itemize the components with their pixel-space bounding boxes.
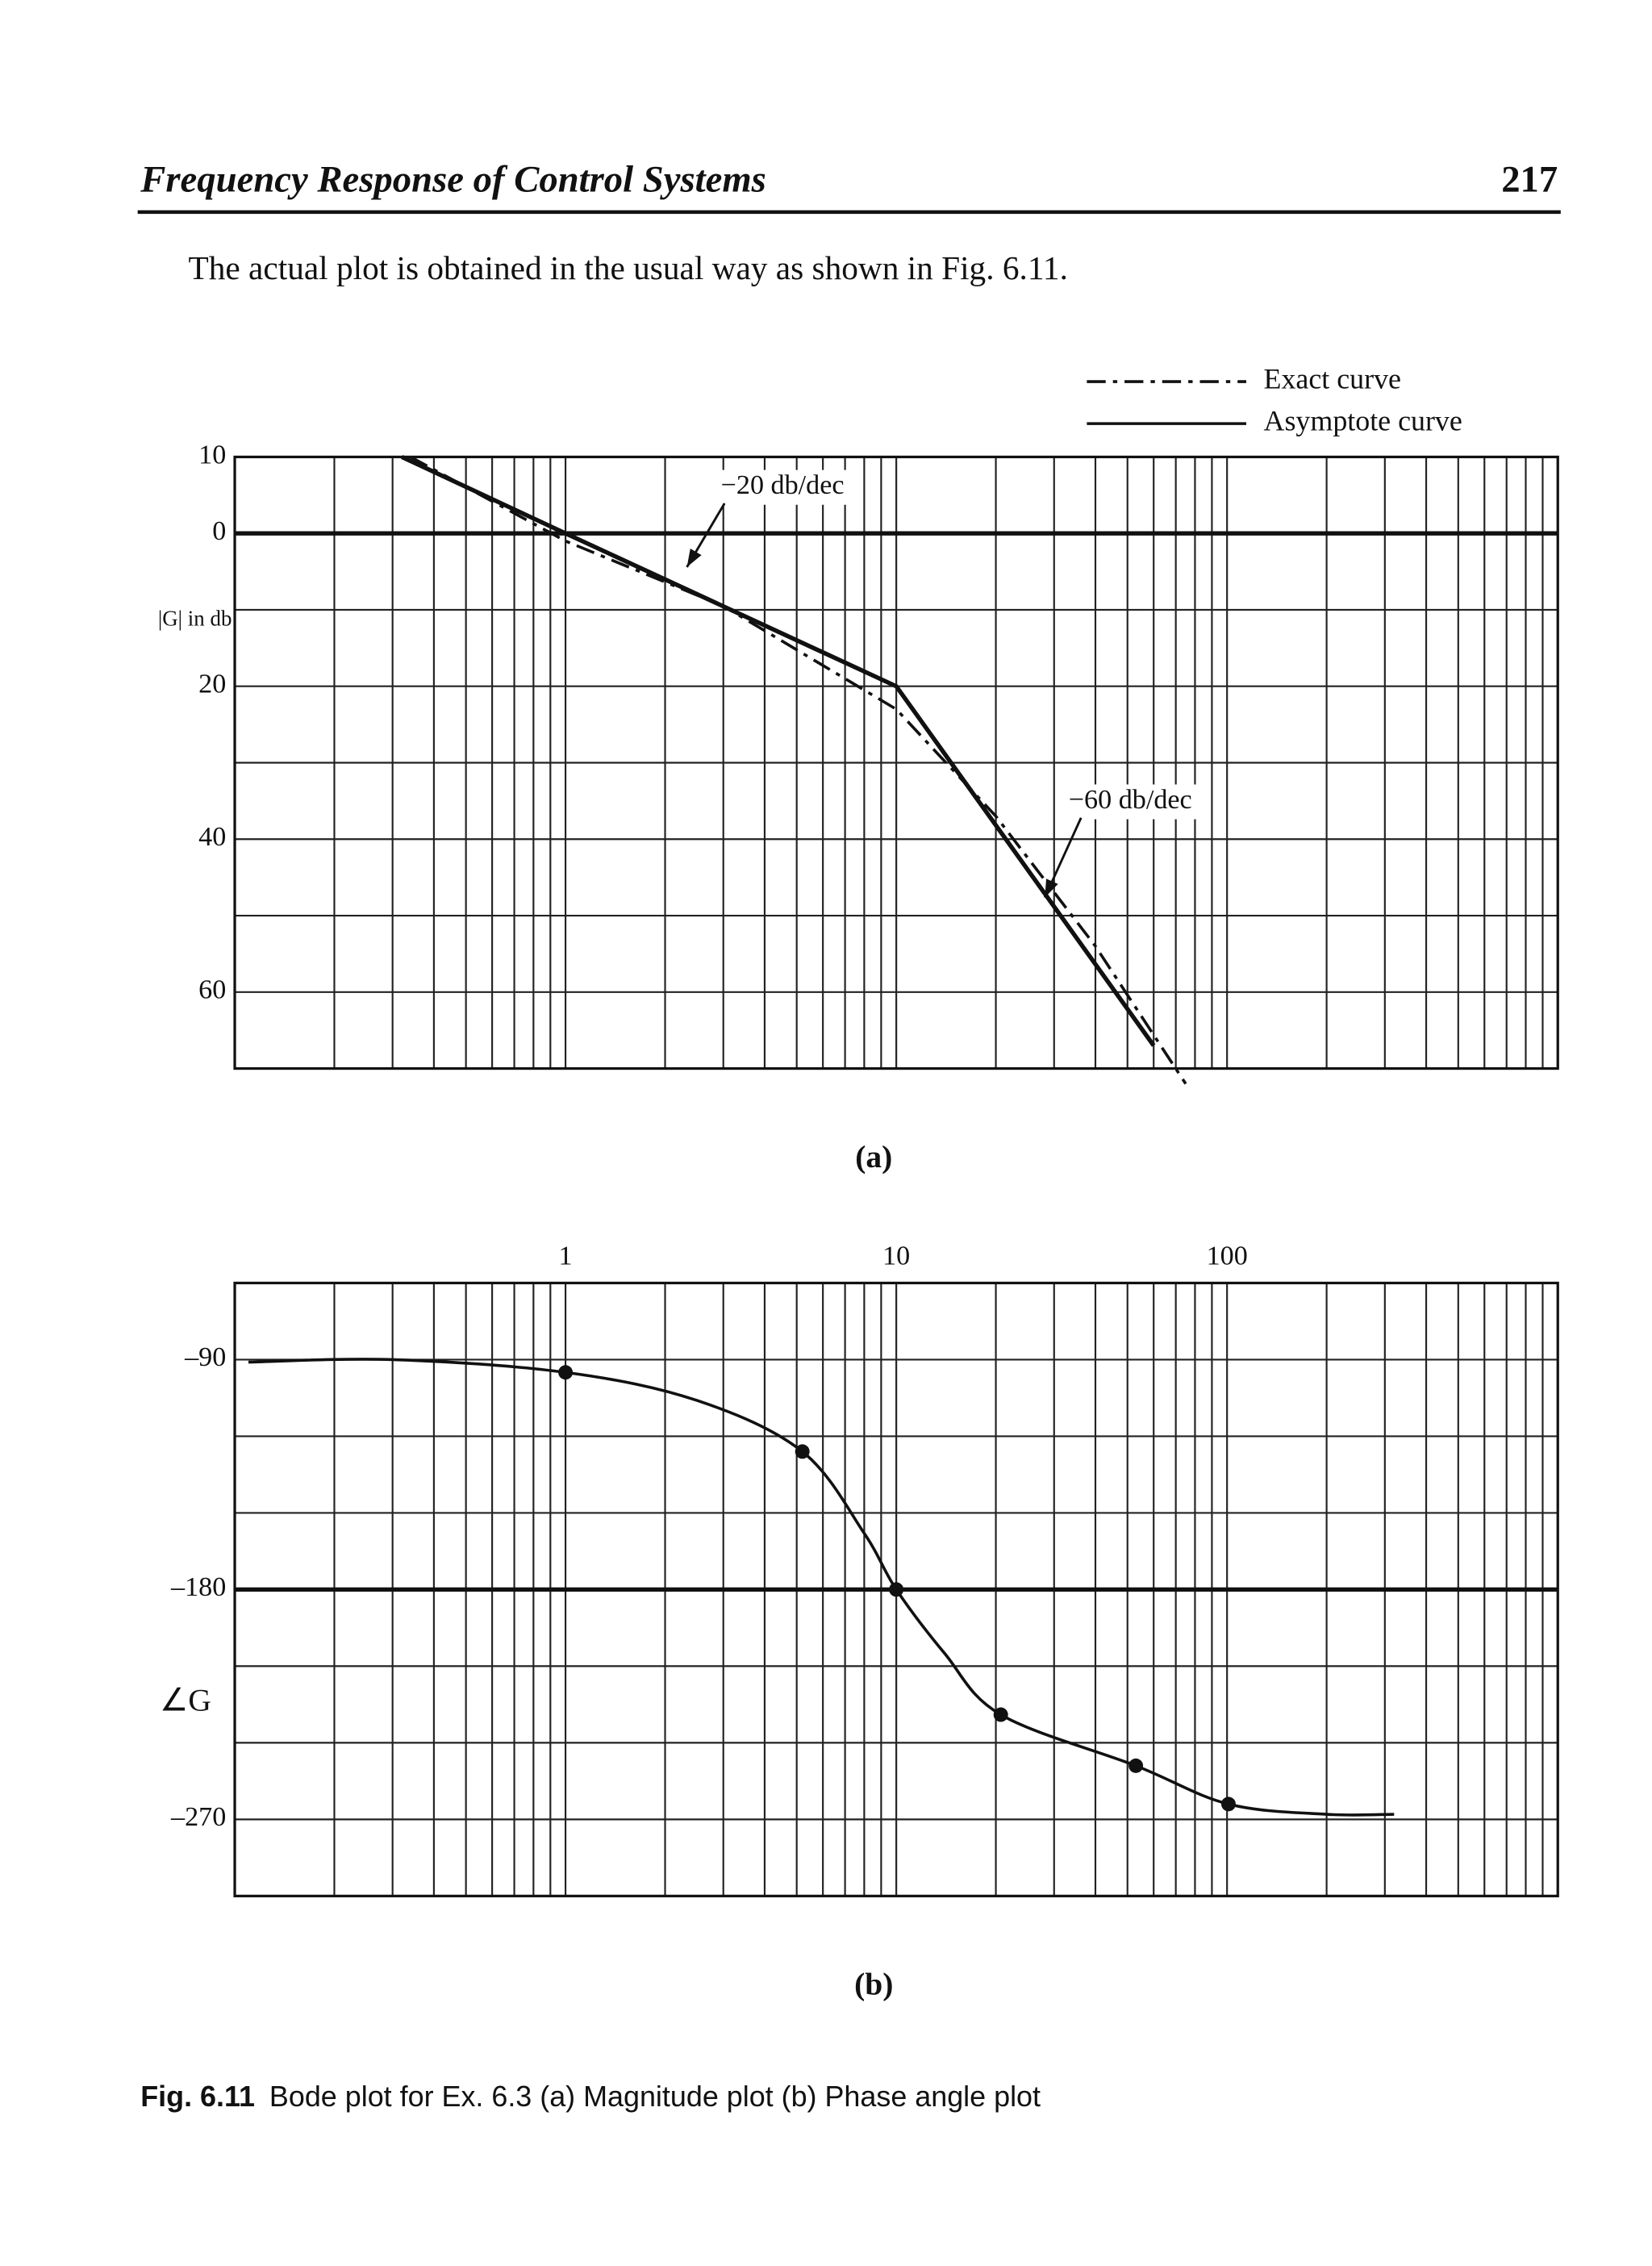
data-point xyxy=(889,1582,904,1597)
y-tick-label: –270 xyxy=(170,1802,226,1832)
data-point xyxy=(1220,1797,1236,1812)
y-axis-label: |G| in db xyxy=(158,607,232,631)
arrow-head xyxy=(1045,878,1058,898)
plot-frame xyxy=(233,455,1559,1070)
annotation-bg xyxy=(715,469,849,505)
y-tick-label: –90 xyxy=(184,1342,226,1372)
legend-label: Asymptote curve xyxy=(1264,404,1462,436)
annotation: −20 db/dec xyxy=(721,470,845,500)
x-tick-label: 10 xyxy=(882,1242,910,1271)
y-tick-label: 40 xyxy=(198,822,226,852)
page-number: 217 xyxy=(1501,159,1558,201)
y-tick-label: 60 xyxy=(198,975,226,1005)
arrow-head xyxy=(686,549,702,567)
running-head: Frequency Response of Control Systems xyxy=(140,159,766,201)
series-line xyxy=(410,455,1187,1085)
legend-label: Exact curve xyxy=(1264,362,1401,394)
panel-label: (b) xyxy=(854,1967,893,2002)
caption-text: Bode plot for Ex. 6.3 (a) Magnitude plot… xyxy=(269,2080,1041,2113)
caption-label: Fig. 6.11 xyxy=(140,2080,255,2113)
y-tick-label: 0 xyxy=(212,516,226,546)
y-tick-label: 10 xyxy=(198,440,226,469)
annotation: −60 db/dec xyxy=(1069,785,1192,815)
y-axis-label: ∠G xyxy=(160,1682,211,1717)
intro-text: The actual plot is obtained in the usual… xyxy=(189,249,1068,286)
plot-frame xyxy=(233,1281,1559,1897)
data-point xyxy=(795,1444,810,1459)
annotation-bg xyxy=(1063,784,1197,820)
y-tick-label: –180 xyxy=(170,1572,226,1602)
caption: Fig. 6.11 Bode plot for Ex. 6.3 (a) Magni… xyxy=(140,2080,1041,2113)
panel-label: (a) xyxy=(855,1139,892,1175)
x-tick-label: 100 xyxy=(1207,1242,1248,1271)
series-line xyxy=(401,454,1156,1047)
y-tick-label: 20 xyxy=(198,670,226,699)
data-point xyxy=(993,1707,1008,1722)
x-tick-label: 1 xyxy=(559,1242,573,1271)
data-point xyxy=(1128,1758,1144,1773)
series-line xyxy=(248,1358,1395,1817)
data-point xyxy=(558,1365,574,1380)
